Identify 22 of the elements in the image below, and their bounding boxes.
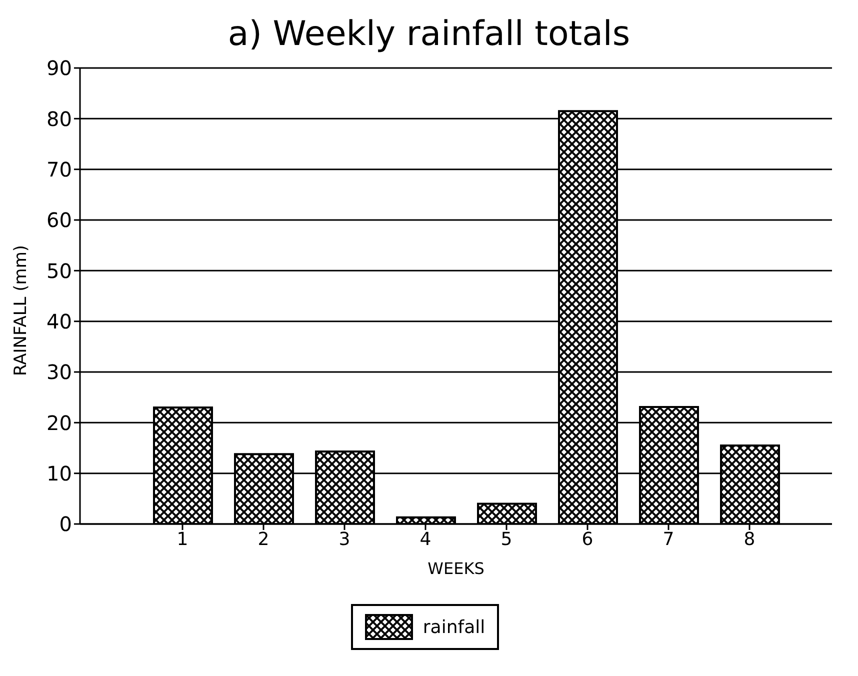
y-tick-label: 40 <box>46 309 72 334</box>
y-tick-label: 80 <box>46 106 72 131</box>
y-tick-label: 50 <box>46 258 72 283</box>
x-axis-title: WEEKS <box>428 559 484 578</box>
x-tick-label: 3 <box>338 528 350 550</box>
y-tick-label: 90 <box>46 56 72 80</box>
chart-title: a) Weekly rainfall totals <box>228 14 630 54</box>
y-tick-label: 10 <box>46 461 72 486</box>
y-tick-label: 60 <box>46 208 72 232</box>
y-tick-label: 0 <box>59 512 72 536</box>
x-tick-label: 1 <box>176 528 188 550</box>
y-tick-label: 20 <box>46 410 72 435</box>
y-axis-title: RAINFALL (mm) <box>11 244 32 376</box>
x-tick-label: 5 <box>500 528 512 550</box>
x-tick-label: 2 <box>258 528 270 550</box>
y-tick-label: 30 <box>46 360 72 384</box>
x-tick-label: 4 <box>420 528 432 550</box>
legend-label: rainfall <box>422 616 486 638</box>
x-tick-label: 8 <box>744 528 756 550</box>
x-tick-label: 7 <box>662 528 674 550</box>
y-tick-label: 70 <box>46 157 72 182</box>
x-tick-label: 6 <box>582 528 594 550</box>
